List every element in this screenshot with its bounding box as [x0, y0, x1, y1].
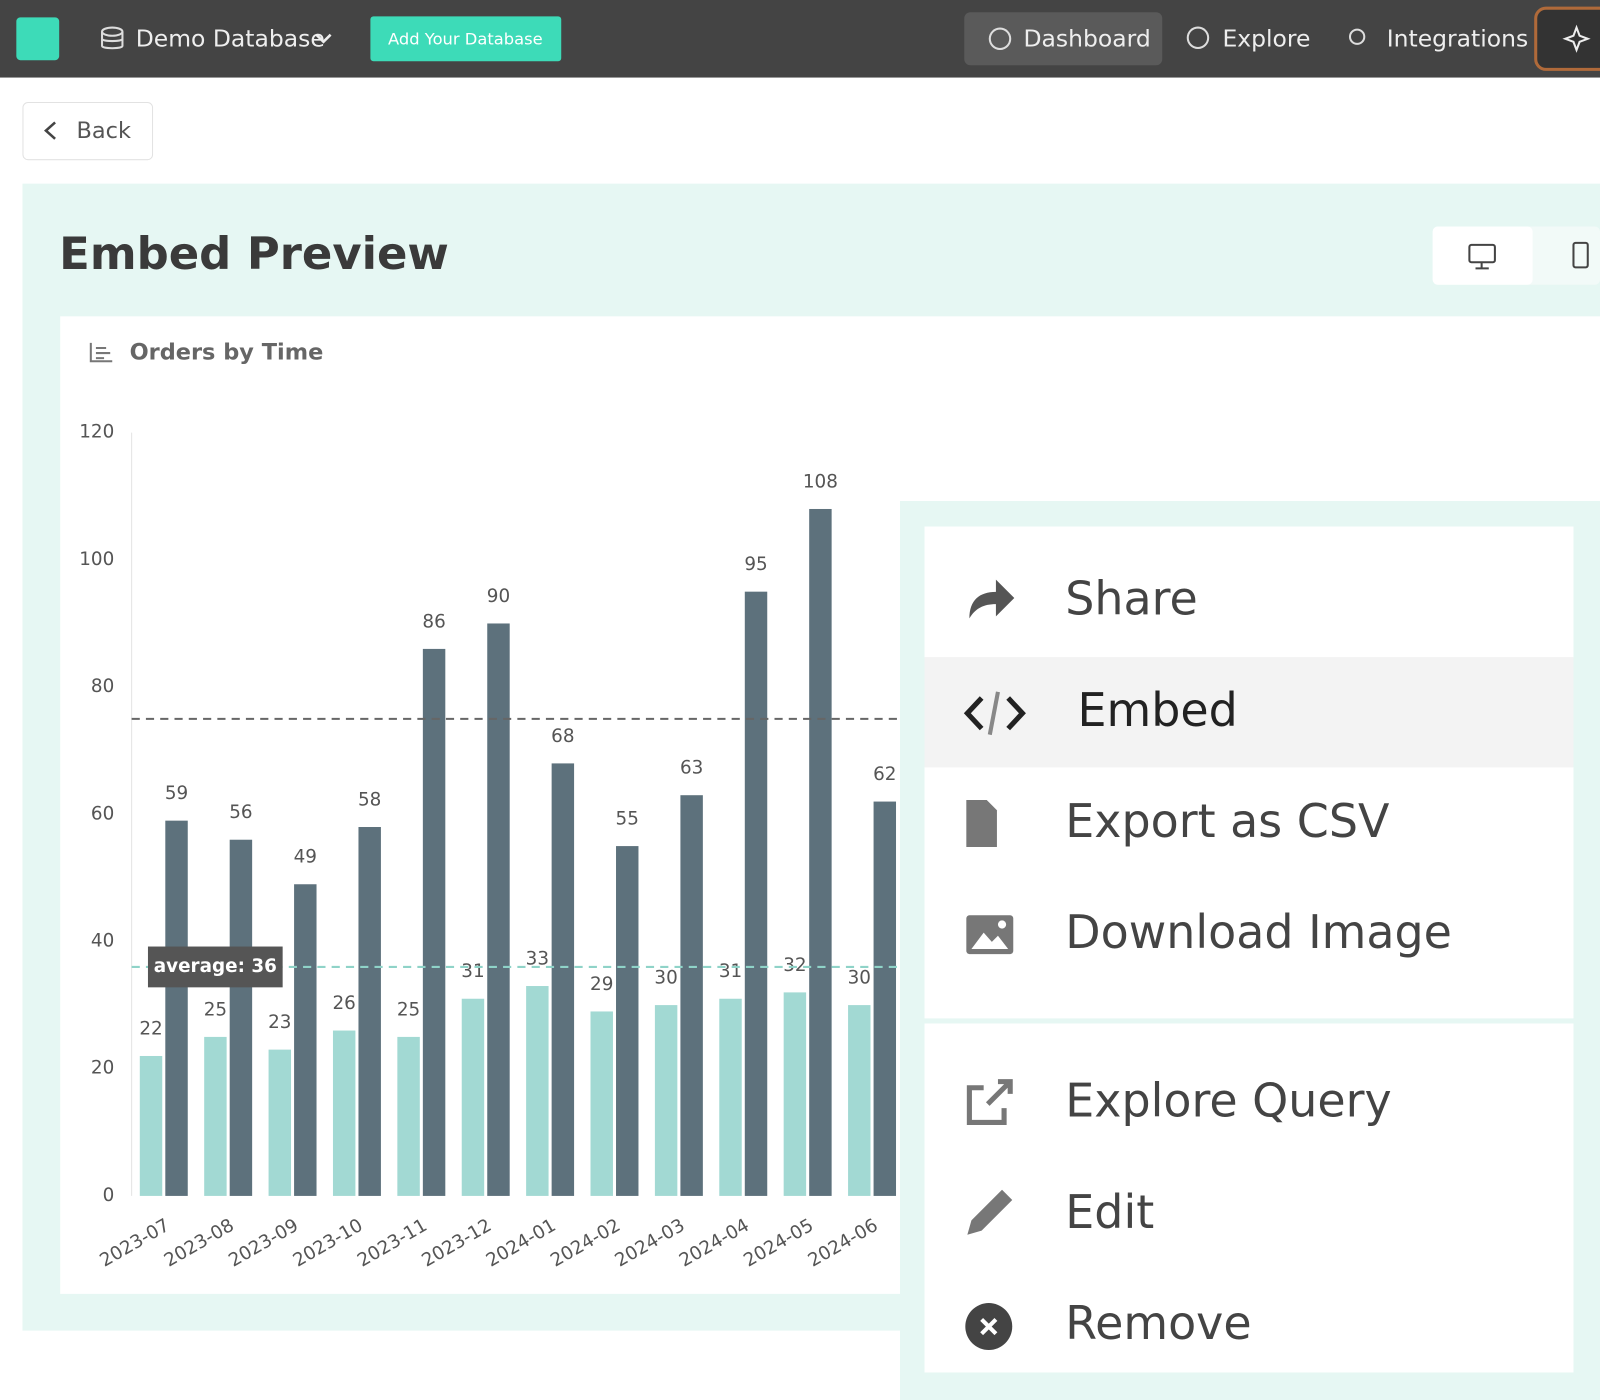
bar [461, 998, 485, 1196]
y-tick-label: 20 [91, 1058, 114, 1079]
reference-label-bg [147, 946, 283, 988]
value-label: 30 [848, 968, 871, 989]
value-label: 32 [783, 955, 806, 976]
back-button[interactable] [22, 102, 154, 161]
y-tick-label: 0 [103, 1185, 115, 1206]
bar [487, 623, 510, 1196]
value-label: 90 [487, 586, 510, 607]
chart-icon [89, 342, 113, 363]
value-label: 68 [551, 726, 574, 747]
value-label: 63 [680, 758, 703, 779]
bar [719, 998, 742, 1196]
database-name: Demo Database [136, 24, 325, 52]
chart-title: Orders by Time [130, 340, 324, 366]
reference-label: average: 36 [154, 956, 277, 977]
menu-group [924, 1023, 1574, 1373]
bar [654, 1005, 678, 1196]
value-label: 55 [616, 809, 639, 830]
logo[interactable] [16, 17, 60, 61]
menu-group [924, 526, 1574, 1019]
bar [332, 1030, 356, 1196]
nav: Dashboard Explore Integrations [988, 24, 1528, 52]
back-label: Back [77, 118, 131, 144]
value-label: 23 [268, 1012, 291, 1033]
bar [744, 591, 768, 1196]
nav-item[interactable]: Explore [1222, 24, 1310, 52]
bar [809, 508, 832, 1196]
menu-item[interactable]: Explore Query [1065, 1074, 1391, 1128]
menu-item[interactable]: Remove [1065, 1296, 1251, 1350]
nav-item[interactable]: Integrations [1387, 24, 1528, 52]
value-label: 56 [229, 802, 252, 823]
add-database-button[interactable] [370, 16, 562, 62]
value-label: 25 [204, 999, 227, 1020]
desktop-toggle[interactable] [1432, 226, 1533, 285]
bar [526, 986, 549, 1196]
y-tick-label: 60 [91, 803, 114, 824]
value-label: 26 [332, 993, 355, 1014]
nav-icon [1186, 26, 1210, 49]
value-label: 62 [873, 764, 896, 785]
bar [358, 827, 381, 1196]
add-database-label: Add Your Database [388, 29, 543, 48]
menu-highlight [924, 657, 1574, 768]
nav-icon [1348, 28, 1366, 45]
value-label: 29 [590, 974, 613, 995]
bar [783, 992, 807, 1196]
menu-icons [963, 579, 1026, 1350]
y-tick-label: 40 [91, 930, 114, 951]
mobile-toggle[interactable] [1572, 241, 1589, 269]
value-label: 49 [294, 847, 317, 868]
database-select[interactable]: Demo Database [101, 24, 332, 52]
bar [165, 820, 188, 1196]
menu-item[interactable]: Edit [1065, 1185, 1154, 1239]
menu-item[interactable]: Embed [1078, 683, 1238, 737]
bar [590, 1011, 613, 1196]
value-label: 25 [397, 999, 420, 1020]
menu-item[interactable]: Share [1065, 572, 1197, 626]
bar [680, 795, 703, 1196]
value-label: 108 [803, 471, 838, 492]
page-title: Embed Preview [59, 227, 449, 280]
ai-icon [1562, 24, 1591, 53]
value-label: 30 [654, 968, 677, 989]
bar [294, 884, 317, 1196]
bar [397, 1036, 420, 1196]
value-label: 86 [422, 611, 445, 632]
value-label: 22 [139, 1018, 162, 1039]
bar [848, 1005, 871, 1196]
y-tick-label: 80 [91, 676, 114, 697]
y-tick-label: 120 [79, 422, 114, 443]
bar [229, 839, 253, 1196]
bar [268, 1049, 292, 1196]
menu-item[interactable]: Export as CSV [1065, 794, 1390, 848]
value-label: 33 [526, 948, 549, 969]
bar [139, 1055, 163, 1196]
nav-item[interactable]: Dashboard [1023, 24, 1150, 52]
bar [616, 846, 639, 1196]
value-label: 59 [165, 783, 188, 804]
top-bar [0, 0, 1600, 78]
nav-active-bg [964, 12, 1163, 66]
value-label: 31 [461, 961, 484, 982]
value-label: 95 [744, 554, 767, 575]
bar [422, 648, 446, 1196]
bar [873, 801, 897, 1196]
bar [204, 1036, 227, 1196]
menu-item[interactable]: Download Image [1065, 905, 1452, 959]
y-tick-label: 100 [79, 549, 114, 570]
value-label: 58 [358, 789, 381, 810]
menu: Share Embed Export as CSV Download Image Exp… [1065, 572, 1452, 1350]
bar [551, 763, 575, 1196]
value-label: 31 [719, 961, 742, 982]
nav-icon [988, 27, 1012, 50]
